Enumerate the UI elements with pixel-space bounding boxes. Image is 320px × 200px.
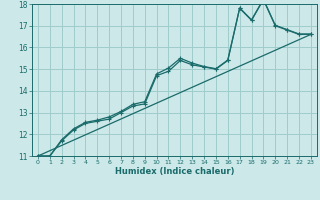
X-axis label: Humidex (Indice chaleur): Humidex (Indice chaleur) [115,167,234,176]
